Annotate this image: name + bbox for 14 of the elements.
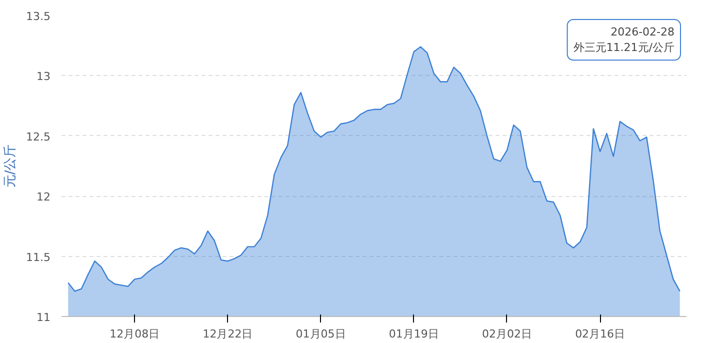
y-tick-label: 11.5 [26, 250, 51, 264]
x-tick-label: 02月02日 [482, 328, 532, 340]
y-tick-label: 12 [36, 190, 51, 204]
x-tick-label: 12月22日 [202, 328, 253, 340]
y-tick-label: 12.5 [26, 130, 51, 144]
y-tick-label: 11 [36, 311, 51, 324]
y-axis-title: 元/公斤 [3, 144, 18, 188]
annotation: 2026-02-28 外三元11.21元/公斤 [573, 26, 675, 54]
x-tick-label: 02月16日 [575, 328, 626, 340]
y-tick-label: 13 [36, 70, 51, 84]
x-tick-label: 12月08日 [110, 328, 160, 340]
y-tick-label: 13.5 [26, 10, 51, 23]
x-tick-label: 01月05日 [296, 328, 346, 340]
x-tick-label: 01月19日 [388, 328, 439, 340]
